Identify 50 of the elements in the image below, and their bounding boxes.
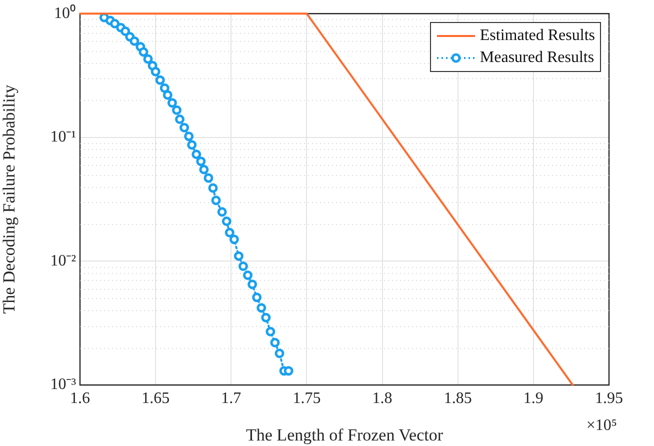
legend-label: Estimated Results [480,26,595,45]
point [184,132,194,142]
point [238,262,248,272]
x-tick-label: 1.9 [523,390,544,407]
point [208,183,218,193]
y-tick-label: 10⁻² [50,252,76,270]
point [266,326,276,336]
point [229,234,239,244]
y-tick-label: 10⁻¹ [50,128,76,146]
y-axis-title: The Decoding Failure Probability [0,84,19,314]
point [284,366,294,376]
point [175,114,185,124]
text: ×10⁵ [586,417,617,434]
point [167,98,177,108]
x-tick-label: 1.65 [142,390,170,407]
point [155,75,165,85]
point [204,173,214,183]
point [130,36,140,46]
point [196,156,206,166]
point [248,280,258,290]
point [199,164,209,174]
point [261,312,271,322]
point [217,207,227,217]
x-tick-label: 1.7 [221,390,242,407]
x-tick-label: 1.85 [444,390,472,407]
y-tick-label: 10⁰ [54,4,76,22]
point [180,122,190,132]
point [243,270,253,280]
point [224,228,234,238]
point [143,54,153,64]
point [274,348,284,358]
point [270,338,280,348]
x-axis-title: The Length of Frozen Vector [246,425,444,444]
point [256,303,266,313]
point [192,150,202,160]
point [162,90,172,100]
point [138,47,148,57]
point [150,66,160,76]
x-tick-label: 1.8 [372,390,392,407]
point [252,292,262,302]
point [110,18,120,28]
point [222,216,232,226]
point [211,196,221,206]
x-tick-label: 1.95 [595,390,623,407]
point [172,105,182,115]
point [234,251,244,261]
point [187,140,197,150]
point [160,83,170,93]
legend-label: Measured Results [480,48,594,67]
x-tick-label: 1.75 [292,390,321,407]
